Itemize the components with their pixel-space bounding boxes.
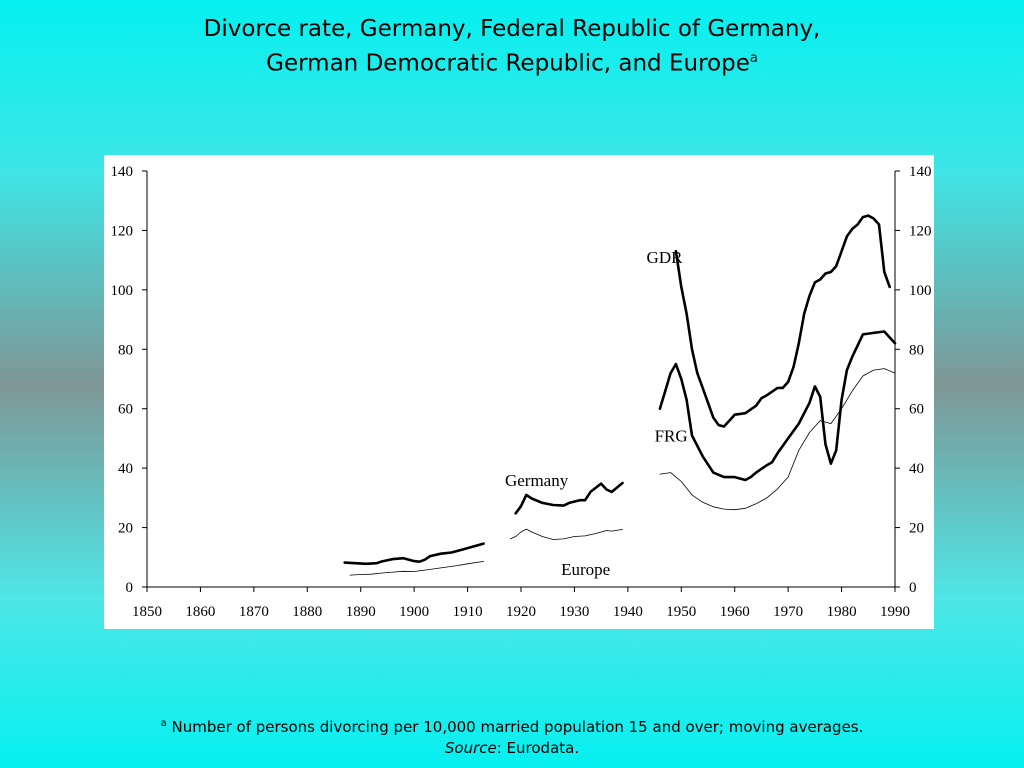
y-tick-label-right: 60 bbox=[909, 402, 924, 418]
x-tick-label: 1880 bbox=[292, 604, 322, 620]
y-tick-label-left: 0 bbox=[126, 580, 134, 596]
x-tick-label: 1870 bbox=[239, 604, 269, 620]
source-label: Source bbox=[444, 739, 497, 757]
x-tick-label: 1860 bbox=[185, 604, 215, 620]
y-tick-label-left: 20 bbox=[118, 521, 133, 537]
x-tick-label: 1990 bbox=[880, 604, 910, 620]
europe-series-line-2 bbox=[509, 528, 623, 540]
divorce-rate-chart: 0 0 20 20 40 40 60 60 80 80 100 100 120 120 140 140 1850… bbox=[111, 164, 932, 620]
slide-title: Divorce rate, Germany, Federal Republic … bbox=[0, 14, 1024, 79]
y-tick-label-left: 60 bbox=[118, 402, 133, 418]
x-tick-label: 1850 bbox=[132, 604, 162, 620]
x-tick-label: 1910 bbox=[453, 604, 483, 620]
axes bbox=[142, 170, 900, 592]
y-tick-label-left: 80 bbox=[118, 342, 133, 358]
germany-series-line-1 bbox=[343, 542, 485, 566]
europe-series-line-1 bbox=[349, 560, 485, 576]
y-tick-label-right: 20 bbox=[909, 521, 924, 537]
footnote-source: Source: Eurodata. bbox=[0, 738, 1024, 759]
x-tick-label: 1920 bbox=[506, 604, 536, 620]
y-tick-label-left: 100 bbox=[111, 283, 134, 299]
series-lines bbox=[343, 214, 897, 576]
footnote: a Number of persons divorcing per 10,000… bbox=[0, 713, 1024, 759]
title-line-2: German Democratic Republic, and Europe bbox=[266, 50, 750, 77]
footnote-marker: a bbox=[160, 718, 167, 729]
y-tick-label-right: 80 bbox=[909, 342, 924, 358]
x-tick-label: 1940 bbox=[613, 604, 643, 620]
x-tick-label: 1960 bbox=[720, 604, 750, 620]
y-tick-label-left: 120 bbox=[111, 223, 134, 239]
y-tick-label-left: 140 bbox=[111, 164, 134, 180]
frg-series-label: FRG bbox=[655, 426, 688, 445]
y-tick-label-right: 0 bbox=[909, 580, 917, 596]
title-superscript: a bbox=[749, 51, 758, 66]
y-tick-label-left: 40 bbox=[118, 461, 133, 477]
chart-panel: 0 0 20 20 40 40 60 60 80 80 100 100 120 120 140 140 1850… bbox=[104, 155, 934, 629]
x-tick-label: 1950 bbox=[666, 604, 696, 620]
tick-labels: 0 0 20 20 40 40 60 60 80 80 100 100 120 120 140 140 1850… bbox=[111, 164, 932, 620]
y-tick-label-right: 40 bbox=[909, 461, 924, 477]
europe-series-label: Europe bbox=[561, 560, 610, 579]
europe-series-line-3 bbox=[659, 368, 896, 511]
y-tick-label-right: 100 bbox=[909, 283, 932, 299]
x-tick-label: 1890 bbox=[346, 604, 376, 620]
footnote-text: Number of persons divorcing per 10,000 m… bbox=[171, 718, 864, 736]
y-tick-label-right: 120 bbox=[909, 223, 932, 239]
series-annotations: GDR FRG Germany Europe bbox=[505, 248, 688, 579]
title-line-1: Divorce rate, Germany, Federal Republic … bbox=[203, 16, 821, 42]
germany-series-label: Germany bbox=[505, 471, 569, 490]
gdr-series-label: GDR bbox=[647, 248, 684, 267]
x-tick-label: 1980 bbox=[827, 604, 857, 620]
x-tick-label: 1930 bbox=[559, 604, 589, 620]
y-tick-label-right: 140 bbox=[909, 164, 932, 180]
germany-series-line-2 bbox=[514, 481, 624, 515]
frg-series-line-1 bbox=[658, 330, 897, 482]
gdr-series-line-1 bbox=[674, 214, 892, 428]
x-tick-label: 1970 bbox=[773, 604, 803, 620]
source-text: : Eurodata. bbox=[496, 739, 580, 757]
footnote-definition: a Number of persons divorcing per 10,000… bbox=[0, 713, 1024, 738]
x-tick-label: 1900 bbox=[399, 604, 429, 620]
